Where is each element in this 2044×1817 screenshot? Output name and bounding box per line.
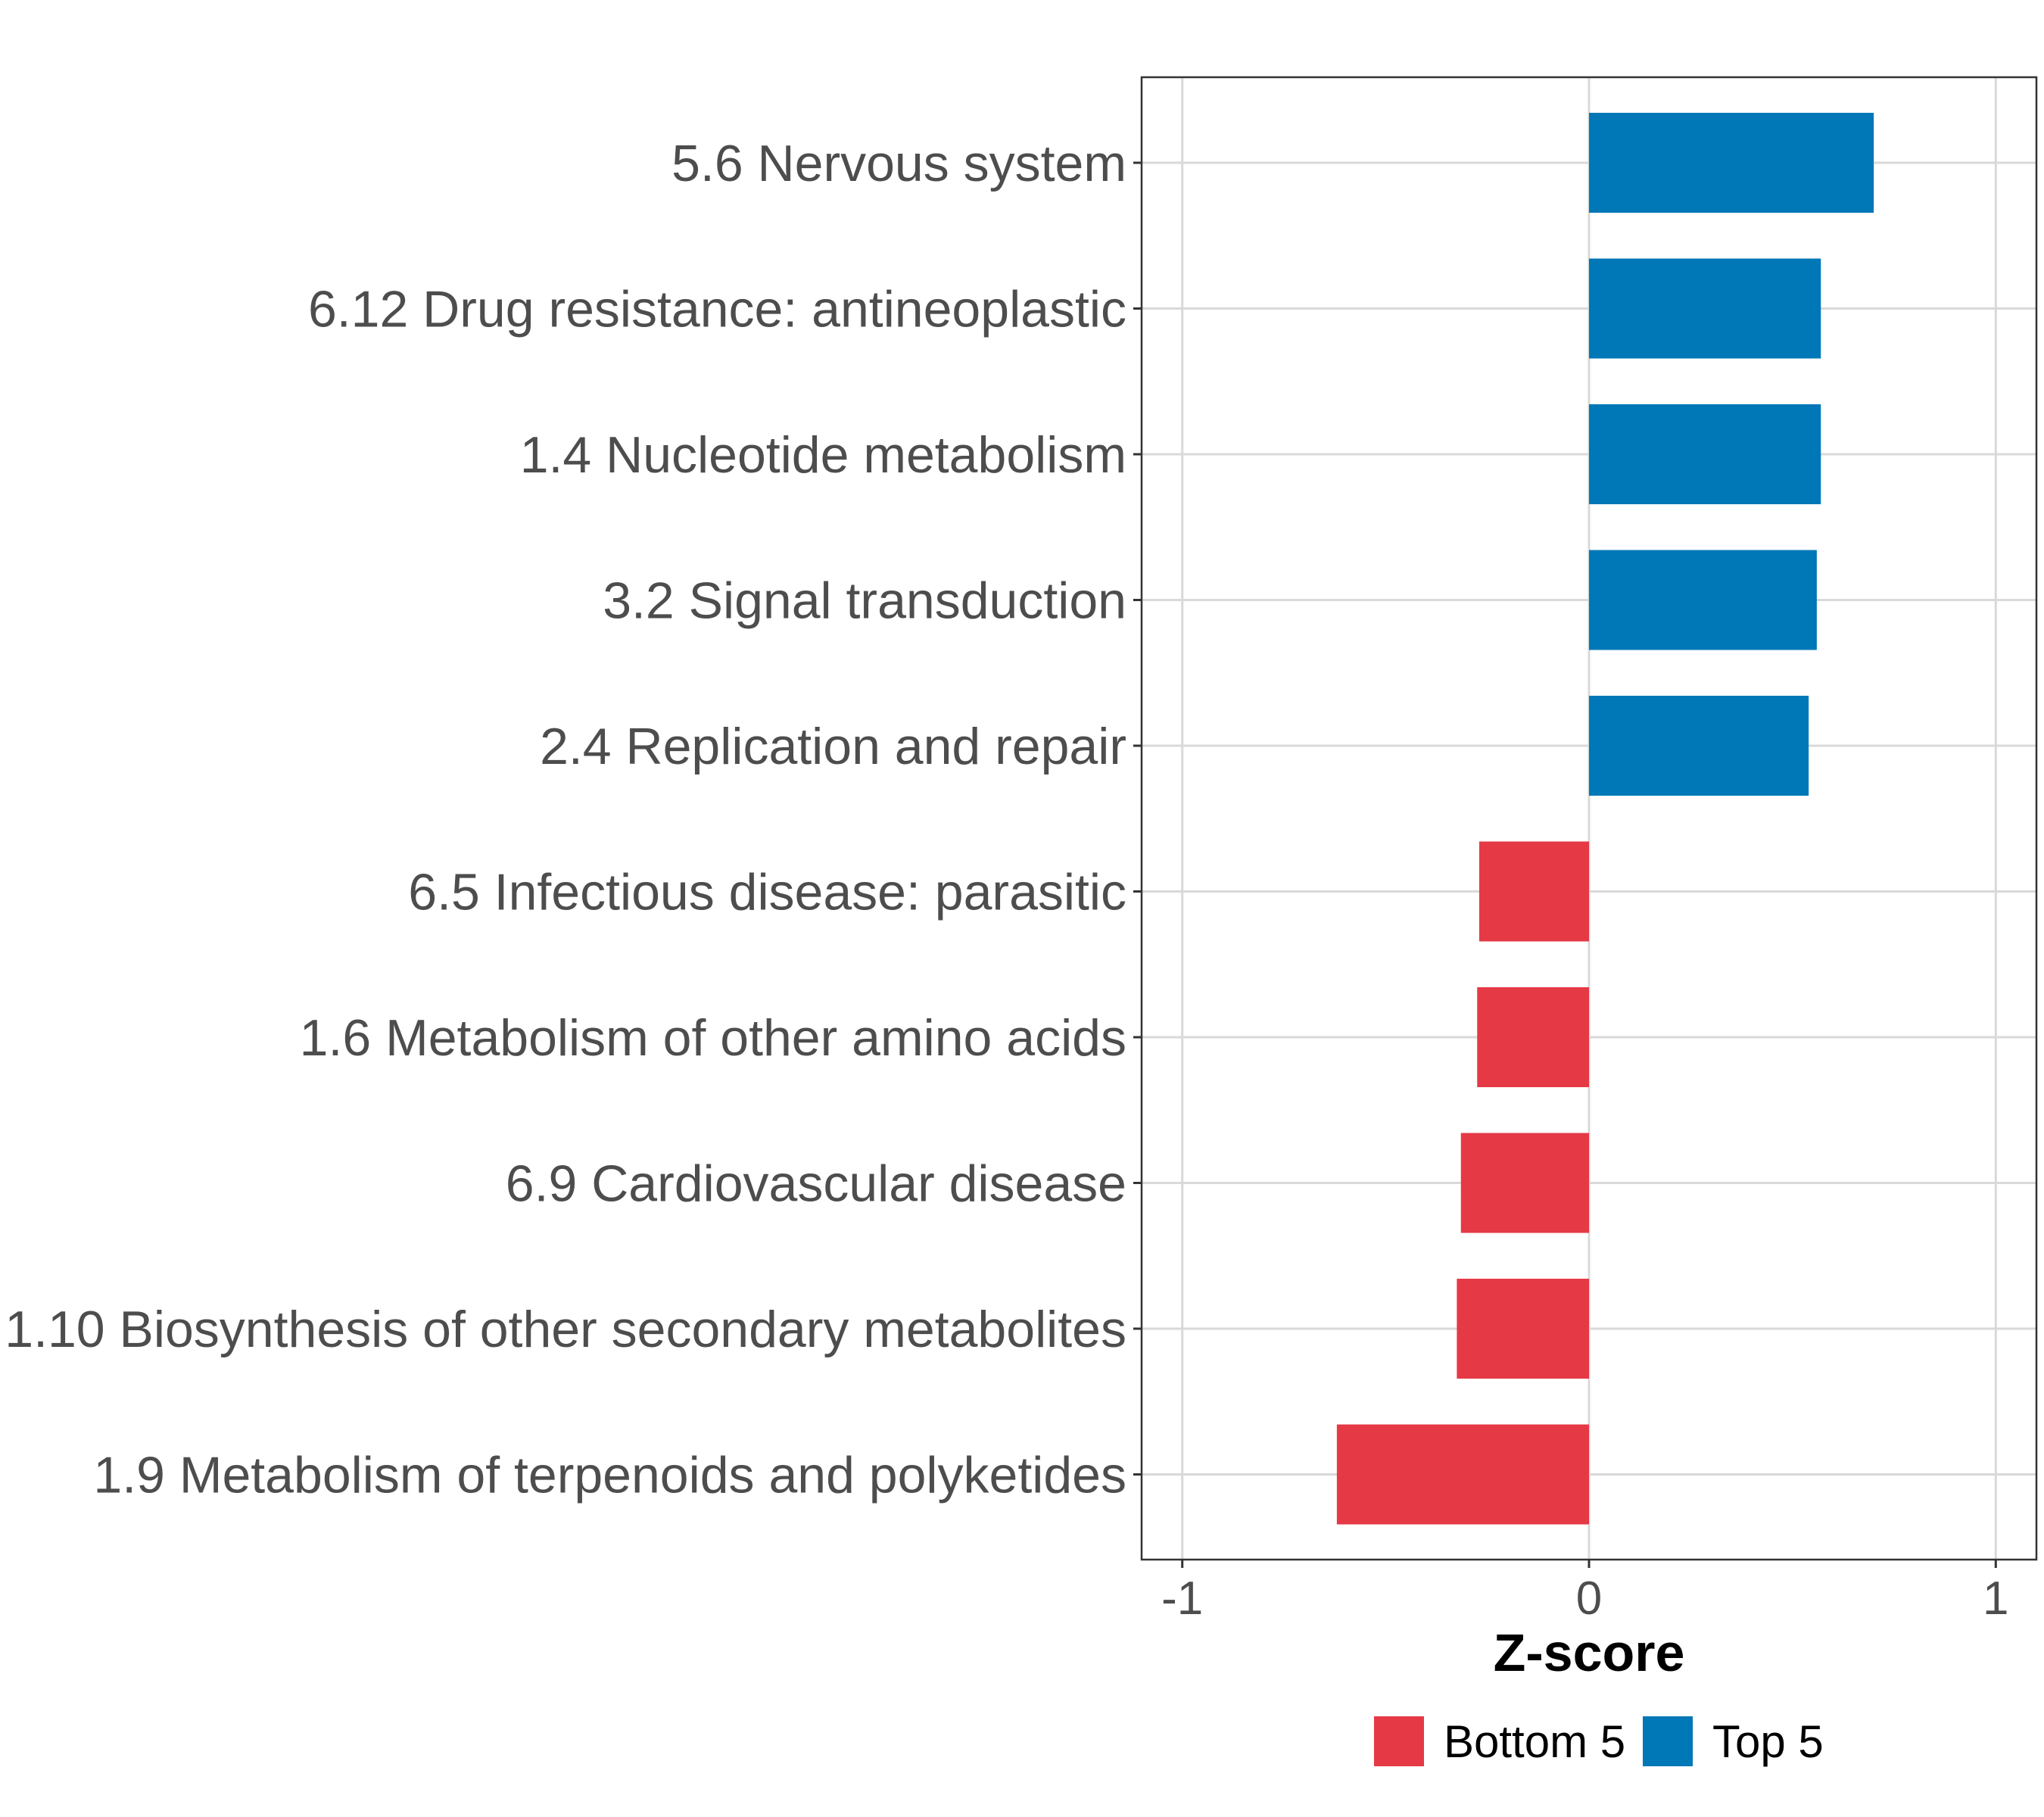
y-tick-label: 1.6 Metabolism of other amino acids [300,1009,1126,1067]
bar [1457,1279,1589,1379]
y-tick-label: 5.6 Nervous system [671,135,1126,192]
y-axis-ticks: 5.6 Nervous system 6.12 Drug resistance: … [5,135,1142,1504]
x-axis-ticks: -1 0 1 [1161,1560,2009,1625]
bars [1336,113,1874,1525]
bar [1589,550,1817,650]
bar [1589,696,1809,796]
y-tick-label: 6.5 Infectious disease: parasitic [408,864,1126,921]
y-tick-label: 6.12 Drug resistance: antineoplastic [308,281,1126,338]
bar [1589,258,1821,359]
legend-label: Bottom 5 [1444,1716,1625,1767]
y-tick-label: 1.10 Biosynthesis of other secondary met… [5,1301,1126,1358]
x-tick-label: 0 [1576,1572,1602,1625]
bar [1589,404,1821,504]
bar [1336,1424,1589,1525]
y-tick-label: 6.9 Cardiovascular disease [506,1155,1126,1213]
legend-key [1374,1716,1424,1766]
y-tick-label: 2.4 Replication and repair [540,718,1126,775]
bar [1478,841,1589,942]
y-tick-label: 1.9 Metabolism of terpenoids and polyket… [93,1447,1126,1504]
legend-label: Top 5 [1712,1716,1824,1767]
legend: Bottom 5 Top 5 [1374,1716,1824,1767]
bar [1589,113,1874,213]
x-tick-label: -1 [1161,1572,1203,1625]
y-tick-label: 1.4 Nucleotide metabolism [520,426,1126,484]
y-tick-label: 3.2 Signal transduction [603,572,1126,630]
legend-key [1643,1716,1693,1766]
x-tick-label: 1 [1983,1572,2008,1625]
bar [1460,1133,1589,1233]
bar [1477,987,1589,1087]
x-axis-title: Z-score [1494,1623,1685,1682]
